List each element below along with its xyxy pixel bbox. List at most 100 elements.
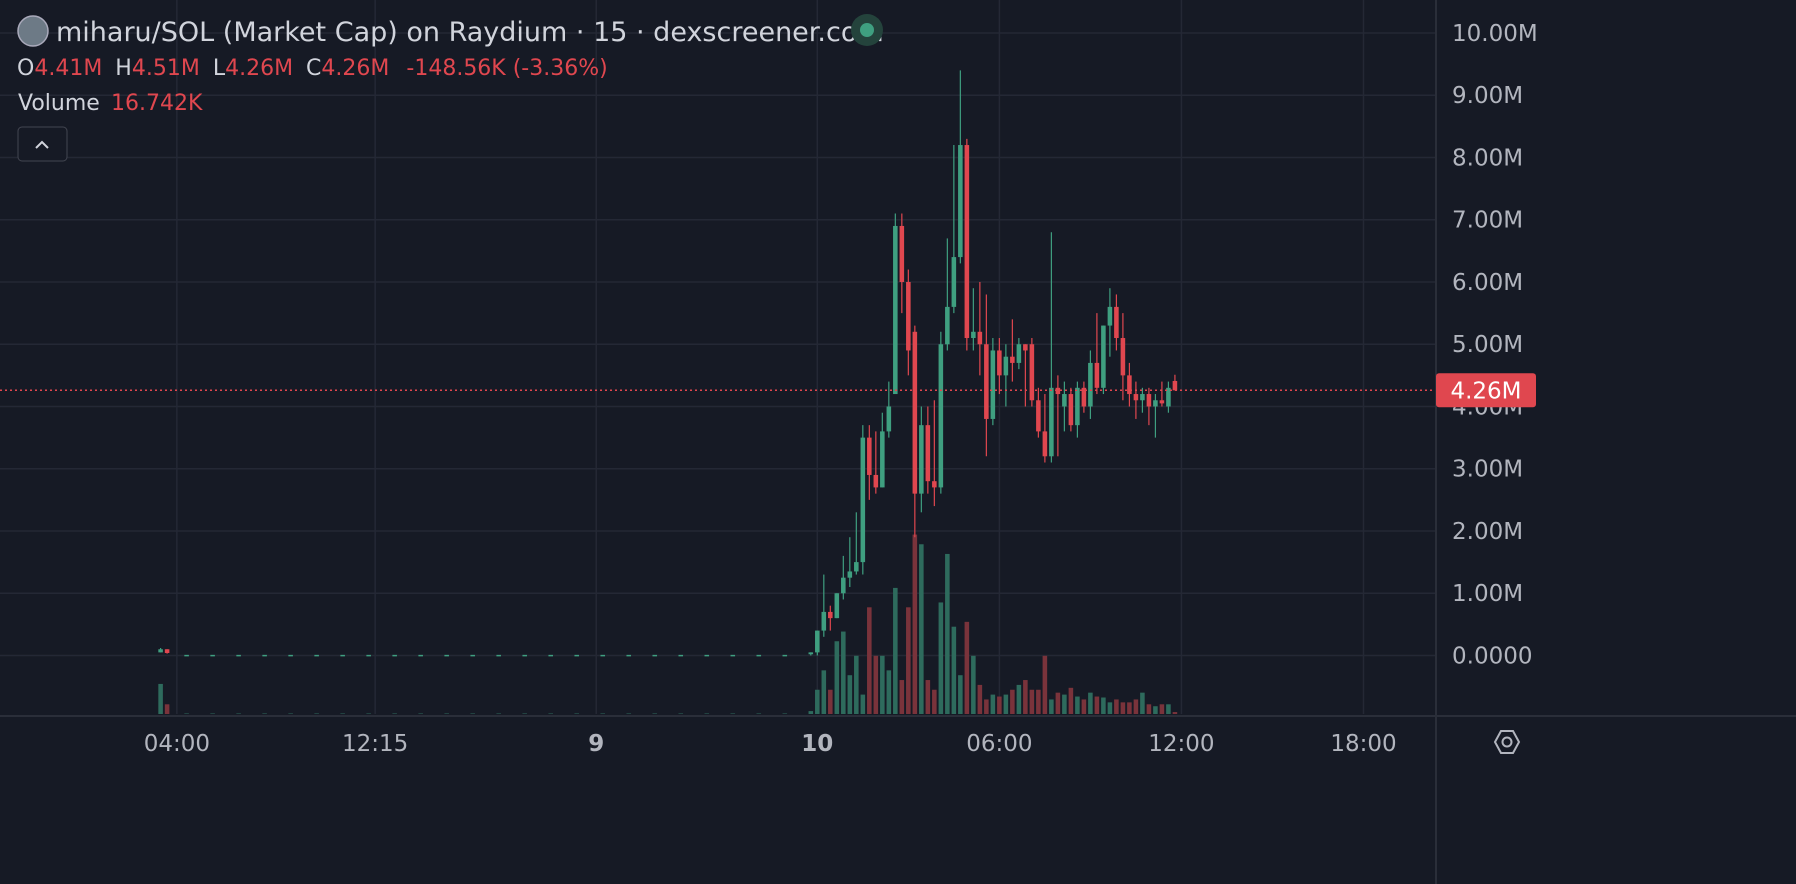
candle-body — [906, 281, 911, 351]
volume-bar — [1049, 699, 1054, 714]
y-tick-label: 0.0000 — [1452, 643, 1532, 669]
candle-body — [1081, 387, 1087, 407]
candle-body — [652, 654, 658, 657]
candle-body — [1088, 362, 1093, 407]
collapse-button[interactable] — [17, 126, 68, 162]
candle-body — [854, 562, 859, 572]
candle-body — [893, 225, 898, 395]
volume-bar — [912, 534, 918, 714]
candle-body — [288, 654, 293, 657]
volume-bar — [1068, 687, 1074, 714]
candle-body — [964, 145, 970, 339]
y-tick-label: 8.00M — [1452, 145, 1523, 171]
value: 4.26M — [321, 56, 389, 81]
volume-bar — [899, 680, 905, 714]
x-tick-label: 18:00 — [1330, 731, 1396, 757]
volume-bar — [1146, 704, 1152, 714]
volume-bar — [782, 713, 788, 715]
volume-bar — [1075, 696, 1080, 714]
label: O — [17, 56, 34, 81]
candle-body — [873, 474, 879, 488]
candle-body — [1114, 306, 1119, 339]
volume-bar — [678, 713, 684, 715]
volume-bar — [997, 696, 1002, 714]
y-tick-label: 7.00M — [1452, 208, 1523, 234]
candle-body — [945, 306, 950, 345]
candle-body — [925, 425, 931, 482]
volume-bar — [1133, 699, 1139, 714]
volume-bar — [470, 713, 475, 715]
candle-body — [1159, 400, 1165, 404]
candle-body — [912, 331, 918, 494]
x-tick-label: 9 — [588, 731, 604, 757]
candle-body — [958, 145, 963, 258]
volume-bar — [756, 713, 762, 715]
candle-body — [548, 654, 553, 657]
volume-bar — [1023, 680, 1028, 714]
candle-body — [730, 654, 736, 657]
candle-body — [1127, 375, 1132, 395]
settings-button[interactable] — [1493, 730, 1521, 754]
candle-body — [1055, 387, 1061, 395]
candle-body — [314, 654, 319, 657]
volume-bar — [1081, 699, 1087, 714]
x-tick-label: 10 — [801, 731, 833, 757]
y-tick-label: 9.00M — [1452, 83, 1523, 109]
candle-body — [990, 350, 996, 419]
volume-bar — [210, 713, 215, 715]
volume-bar — [444, 713, 449, 715]
candle-body — [470, 654, 475, 657]
candle-body — [1023, 344, 1028, 351]
candle-body — [1049, 387, 1054, 457]
volume-bar — [262, 713, 267, 715]
volume-bar — [971, 655, 976, 714]
candle-body — [932, 481, 937, 488]
volume-bar — [932, 689, 937, 714]
x-tick-label: 06:00 — [966, 731, 1032, 757]
candle-body — [919, 425, 924, 494]
candle-body — [828, 611, 833, 619]
volume-bar — [1107, 702, 1113, 714]
candle-body — [1094, 362, 1100, 388]
candle-body — [366, 654, 371, 657]
token-logo — [17, 15, 49, 47]
candle-body — [1172, 380, 1178, 391]
volume-bar — [1101, 697, 1106, 714]
volume-bar — [164, 704, 170, 714]
value: 4.51M — [132, 56, 200, 81]
volume-bar — [1042, 655, 1048, 714]
candle-body — [340, 654, 345, 657]
volume-bar — [288, 713, 293, 715]
volume-bar — [1094, 696, 1100, 714]
volume-bar — [1114, 699, 1119, 714]
candle-body — [1107, 306, 1113, 326]
candle-body — [782, 654, 788, 657]
status-dot — [860, 23, 874, 37]
volume-bar — [496, 713, 501, 715]
volume-bar — [854, 655, 859, 714]
candle-body — [678, 654, 684, 657]
candle-body — [1140, 394, 1145, 401]
candle-body — [821, 611, 827, 631]
volume-bar — [1036, 689, 1041, 714]
x-tick-label: 04:00 — [144, 731, 210, 757]
candle-body — [262, 654, 267, 657]
candle-body — [1016, 344, 1022, 363]
candle-body — [1075, 387, 1080, 426]
volume-value: 16.742K — [111, 91, 203, 116]
candle-body — [444, 654, 449, 657]
chevron-icon — [35, 140, 49, 149]
last-price-box — [1436, 373, 1536, 408]
value: 4.41M — [34, 56, 102, 81]
volume-bar — [366, 713, 371, 715]
volume-bar — [958, 675, 963, 714]
candle-body — [236, 654, 241, 657]
candle-body — [971, 331, 976, 339]
y-tick-label: 5.00M — [1452, 332, 1523, 358]
x-tick-label: 12:15 — [342, 731, 408, 757]
volume-bar — [340, 713, 345, 715]
candle-body — [1120, 338, 1126, 376]
y-tick-label: 6.00M — [1452, 270, 1523, 296]
y-tick-label: 3.00M — [1452, 457, 1523, 483]
